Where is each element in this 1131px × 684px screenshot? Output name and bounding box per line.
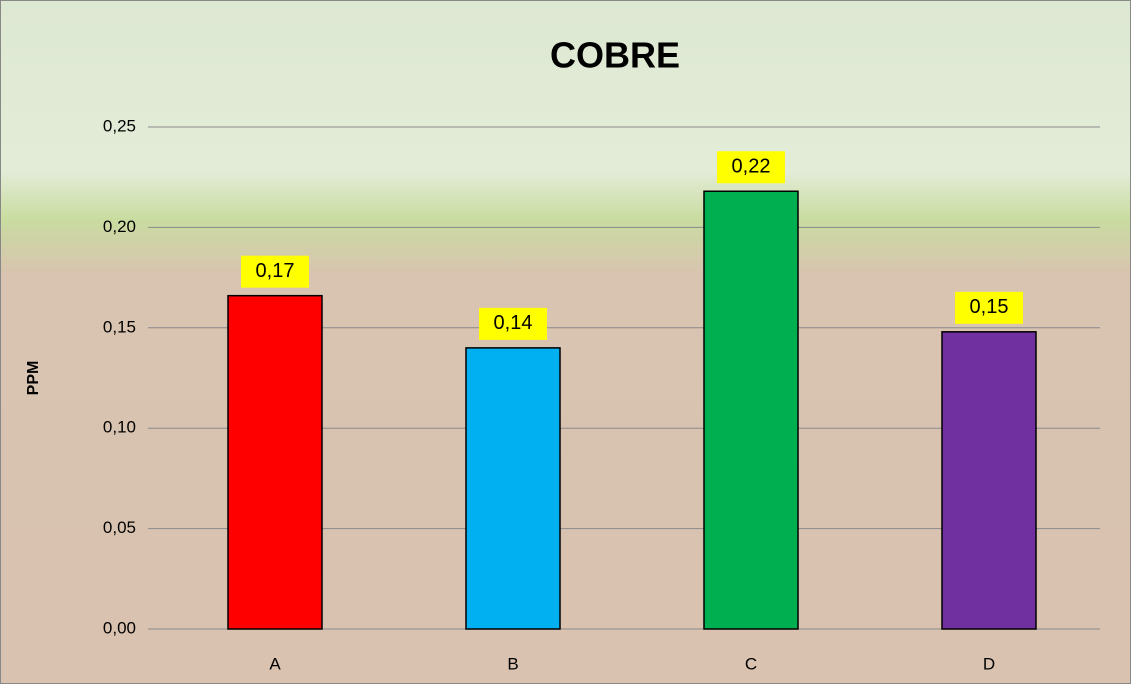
y-axis-label: PPM: [25, 361, 42, 396]
x-tick-label: D: [983, 654, 995, 673]
bar: [942, 332, 1036, 629]
x-tick-label: A: [269, 654, 281, 673]
x-tick-label: B: [507, 654, 518, 673]
y-tick-label: 0,25: [103, 116, 136, 135]
x-tick-label: C: [745, 654, 757, 673]
value-label: 0,15: [970, 296, 1009, 318]
value-label: 0,14: [494, 312, 533, 334]
bar: [466, 348, 560, 629]
bar: [704, 191, 798, 629]
value-label: 0,22: [732, 156, 771, 178]
chart-title: COBRE: [550, 35, 680, 76]
y-tick-label: 0,15: [103, 317, 136, 336]
y-tick-label: 0,10: [103, 418, 136, 437]
bar: [228, 296, 322, 629]
value-label: 0,17: [256, 260, 295, 282]
y-tick-label: 0,05: [103, 518, 136, 537]
y-tick-label: 0,20: [103, 217, 136, 236]
chart: COBRE PPM 0,00 0,05 0,10 0,15 0,20 0,25 A 0,17 B…: [0, 0, 1131, 684]
y-tick-label: 0,00: [103, 618, 136, 637]
